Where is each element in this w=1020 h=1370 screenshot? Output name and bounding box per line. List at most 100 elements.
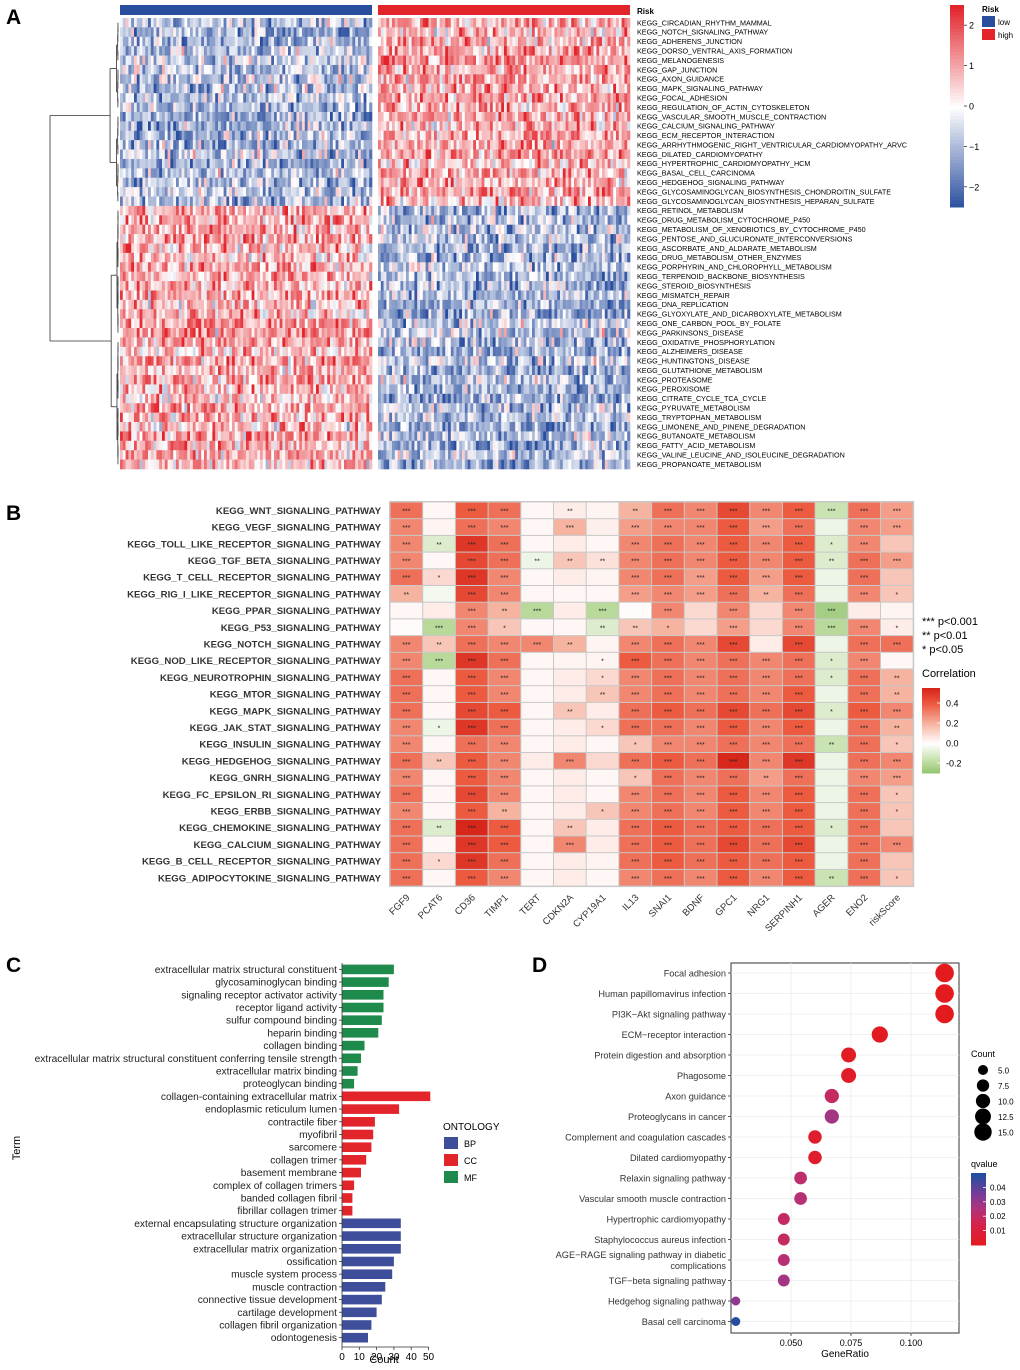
heatmap-cell [355,121,359,132]
heatmap-cell [389,46,393,56]
heatmap-cell [481,27,485,38]
heatmap-cell [304,64,308,75]
heatmap-cell [490,262,494,272]
heatmap-cell [436,93,440,103]
heatmap-cell [417,215,421,226]
heatmap-cell [378,121,382,132]
heatmap-cell [515,149,519,160]
heatmap-cell [282,55,286,66]
heatmap-cell [321,252,325,263]
heatmap-cell [265,55,269,66]
heatmap-cell [498,130,502,141]
heatmap-cell [389,83,393,94]
heatmap-cell [198,102,202,113]
heatmap-cell [246,187,250,197]
heatmap-cell [192,196,196,207]
heatmap-cell [618,46,622,56]
heatmap-cell [128,27,132,38]
heatmap-cell [243,205,247,216]
heatmap-cell [268,149,272,160]
heatmap-cell [360,83,364,94]
heatmap-cell [534,243,538,254]
heatmap-cell [282,177,286,188]
heatmap-cell [599,177,603,188]
heatmap-cell [190,252,194,263]
heatmap-cell [122,83,126,94]
heatmap-cell [436,64,440,75]
heatmap-cell [467,262,471,272]
heatmap-cell [445,196,449,207]
heatmap-cell [192,64,196,75]
heatmap-cell [383,64,387,75]
heatmap-cell [380,158,384,169]
heatmap-cell [192,130,196,141]
heatmap-cell [571,130,575,141]
heatmap-cell [526,64,530,75]
heatmap-cell [610,140,614,150]
heatmap-cell [546,149,550,160]
heatmap-cell [515,102,519,113]
heatmap-cell [618,177,622,188]
heatmap-cell [299,18,303,28]
heatmap-cell [481,55,485,66]
heatmap-cell [473,262,477,272]
heatmap-cell [209,168,213,179]
heatmap-cell [504,18,508,28]
heatmap-cell [363,121,367,132]
heatmap-cell [378,27,382,38]
heatmap-cell [248,149,252,160]
heatmap-cell [453,158,457,169]
heatmap-cell [349,18,353,28]
heatmap-cell [554,55,558,66]
heatmap-cell [392,224,396,235]
heatmap-cell [554,46,558,56]
heatmap-cell [153,55,157,66]
heatmap-cell [588,168,592,179]
heatmap-cell [506,93,510,103]
heatmap-cell [627,27,631,38]
heatmap-cell [363,111,367,122]
heatmap-cell [411,27,415,38]
heatmap-cell [492,93,496,103]
heatmap-cell [417,187,421,197]
heatmap-cell [355,243,359,254]
heatmap-cell [389,177,393,188]
heatmap-cell [386,224,390,235]
heatmap-cell [464,83,468,94]
heatmap-cell [296,262,300,272]
heatmap-cell [621,130,625,141]
heatmap-cell [145,130,149,141]
heatmap-cell [403,55,407,66]
heatmap-cell [220,140,224,150]
heatmap-cell [360,177,364,188]
heatmap-cell [487,18,491,28]
heatmap-cell [307,234,311,244]
heatmap-cell [616,121,620,132]
heatmap-cell [520,74,524,85]
heatmap-cell [378,205,382,216]
heatmap-cell [523,36,527,47]
heatmap-cell [150,55,154,66]
heatmap-cell [240,196,244,207]
heatmap-cell [529,196,533,207]
heatmap-cell [490,205,494,216]
heatmap-cell [607,234,611,244]
heatmap-cell [366,158,370,169]
heatmap-cell [473,168,477,179]
heatmap-cell [406,168,410,179]
heatmap-cell [265,27,269,38]
heatmap-cell [327,46,331,56]
heatmap-cell [122,234,126,244]
heatmap-cell [338,215,342,226]
heatmap-cell [515,130,519,141]
heatmap-cell [590,168,594,179]
heatmap-cell [299,262,303,272]
heatmap-cell [417,158,421,169]
heatmap-cell [378,234,382,244]
heatmap-cell [204,111,208,122]
heatmap-cell [209,102,213,113]
heatmap-cell [254,140,258,150]
heatmap-cell [136,36,140,47]
heatmap-cell [422,168,426,179]
heatmap-cell [209,74,213,85]
